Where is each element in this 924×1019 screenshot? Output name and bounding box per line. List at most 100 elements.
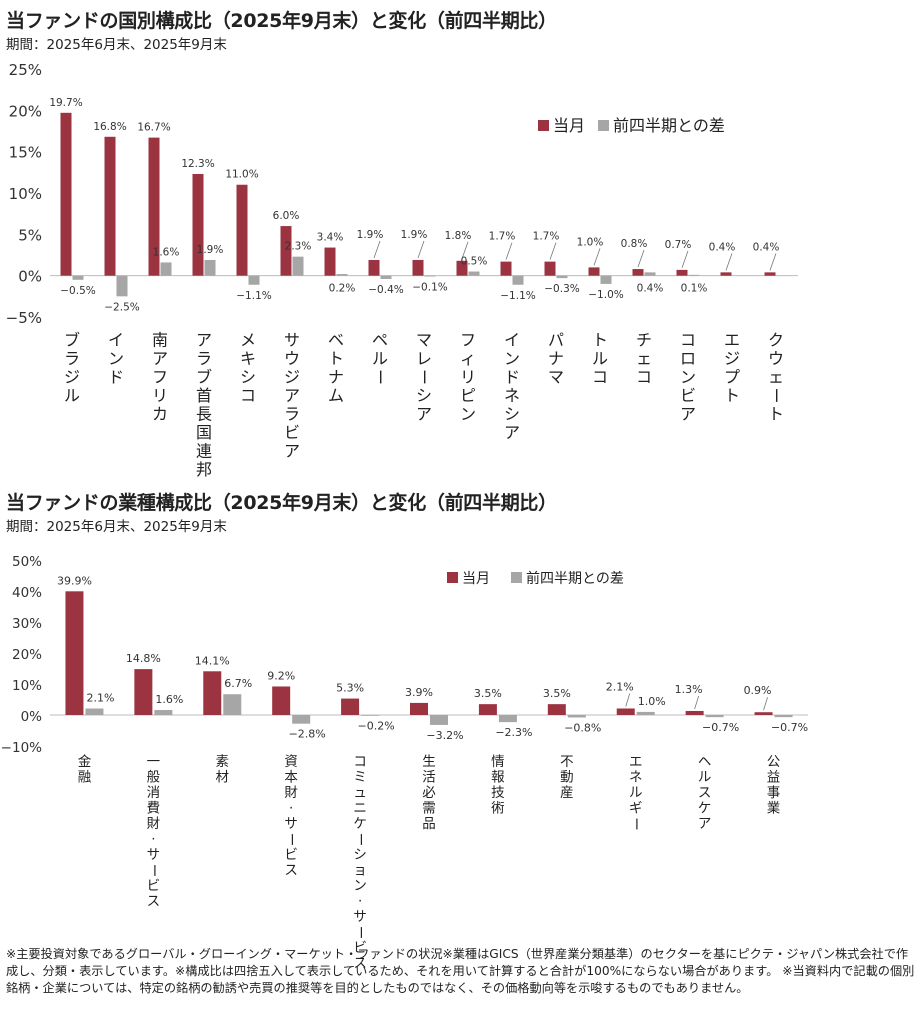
y-tick-label: 10% [9, 185, 42, 203]
category-label-char: · [358, 894, 362, 910]
y-tick-label: 25% [9, 61, 42, 79]
data-label-leader [505, 242, 513, 260]
bar-current [236, 184, 248, 276]
data-label-current: 0.4% [709, 241, 736, 253]
bar-current [368, 259, 380, 276]
category-label-char: ネ [504, 386, 520, 405]
category-label-char: パ [548, 331, 564, 350]
data-label-leader [725, 253, 733, 271]
category-label-char: ジ [724, 349, 740, 368]
category-label-char: ナ [548, 349, 564, 368]
category-label-char: 不 [560, 754, 574, 770]
legend-swatch-current [447, 572, 458, 583]
data-label-diff: 1.6% [153, 246, 180, 258]
category-label-char: ト [592, 331, 608, 350]
data-label-leader [681, 250, 689, 269]
bar-current [456, 260, 468, 276]
y-tick-label: 20% [12, 647, 42, 663]
category-label-char: ニ [353, 801, 367, 817]
category-label-char: ュ [353, 785, 367, 801]
category-label-char: 材 [216, 770, 230, 786]
data-label-current: 1.7% [533, 231, 560, 243]
bar-diff [160, 262, 172, 276]
category-label-char: ー [352, 926, 368, 940]
bar-current [410, 702, 428, 715]
sector-chart: −10% 0% 10% 20% 30% 40% 50% 39.9% 2.1% 金融 14.8% 1.6… [1, 554, 808, 972]
data-label-current: 1.9% [401, 229, 428, 241]
data-label-current: 39.9% [57, 574, 92, 587]
bar-current [616, 708, 635, 715]
category-label-char: 邦 [196, 460, 212, 479]
category-label-char: ア [504, 423, 520, 442]
category-label-char: 長 [196, 405, 212, 424]
bar-diff [430, 715, 448, 725]
category-label-char: エ [724, 331, 740, 350]
category-label-char: ー [415, 369, 434, 385]
data-label-current: 2.1% [606, 680, 634, 693]
data-label-current: 16.7% [137, 122, 170, 134]
category-label-char: ア [416, 405, 432, 424]
category-label-char: リ [460, 368, 476, 387]
bar-current [272, 686, 291, 715]
bar-diff [361, 715, 380, 716]
category-label-char: ル [372, 349, 388, 368]
data-label-current: 0.4% [753, 241, 780, 253]
category-label-char: ス [284, 863, 298, 879]
category-label-char: 情 [491, 754, 505, 770]
y-tick-label: −5% [6, 309, 42, 327]
category-label-char: 産 [560, 785, 574, 801]
category-label-char: ィ [460, 349, 476, 368]
category-label-char: ア [284, 386, 300, 405]
bar-diff [644, 272, 656, 276]
category-label-char: ル [629, 785, 643, 801]
bar-current [754, 712, 773, 715]
category-label-char: ジ [64, 368, 80, 387]
data-label-leader [373, 240, 381, 259]
category-label-char: ン [680, 368, 696, 387]
category-label-char: ブ [196, 368, 212, 387]
category-label-char: ラ [196, 349, 212, 368]
data-label-current: 1.9% [357, 229, 384, 241]
country-chart: −5%0%5%10%15%20%25%19.7%−0.5%ブラジル16.8%−2… [6, 61, 798, 479]
bar-diff [424, 275, 436, 277]
category-label-char: メ [240, 331, 256, 350]
category-label-char: 生 [422, 754, 436, 770]
data-label-diff: −0.2% [358, 720, 395, 733]
bar-current [588, 267, 600, 276]
category-label-char: ア [152, 349, 168, 368]
bar-current [148, 137, 160, 276]
category-label-char: ェ [768, 368, 784, 387]
bar-current [685, 710, 704, 715]
category-label-char: キ [240, 349, 256, 368]
category-label-char: プ [724, 368, 740, 387]
bar-diff [292, 715, 311, 724]
category-label-char: ー [352, 833, 368, 847]
category-label-char: 業 [767, 801, 781, 817]
bar-diff [85, 708, 104, 715]
category-label-char: ケ [698, 801, 712, 817]
category-label-char: ブ [64, 331, 80, 350]
chart2-title: 当ファンドの業種構成比（2025年9月末）と変化（前四半期比） [6, 492, 557, 514]
bar-current [676, 269, 688, 276]
category-label-char: · [289, 801, 293, 817]
y-tick-label: 0% [18, 268, 42, 286]
category-label-char: ル [592, 349, 608, 368]
category-label-char: サ [353, 909, 367, 925]
category-label-char: ン [460, 405, 476, 424]
category-label-char: ド [504, 368, 520, 387]
bar-current [134, 669, 153, 715]
category-label-char: 品 [422, 816, 436, 832]
bar-current [764, 272, 776, 276]
bar-current [412, 259, 424, 276]
category-label-char: 公 [767, 754, 781, 770]
category-label-char: ラ [64, 349, 80, 368]
category-label-char: ル [698, 770, 712, 786]
data-label-current: 1.0% [577, 236, 604, 248]
bar-current [324, 247, 336, 276]
bar-diff [512, 275, 524, 285]
category-label-char: 首 [196, 386, 212, 405]
bar-diff [705, 715, 724, 718]
category-label-char: サ [284, 331, 300, 350]
data-label-leader [769, 253, 777, 271]
data-label-leader [694, 695, 700, 710]
